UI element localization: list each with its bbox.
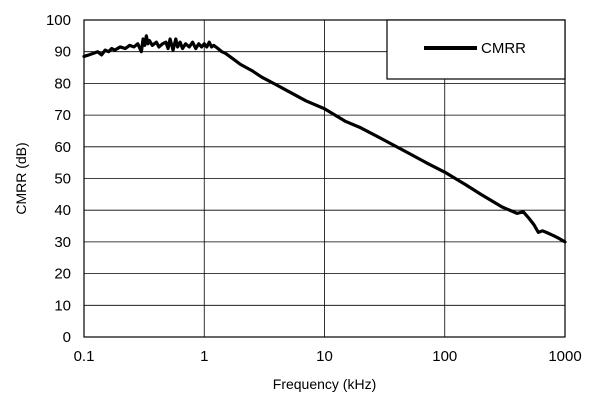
x-tick-label: 10 <box>316 348 333 365</box>
tick-labels: 0 10 20 30 40 50 60 70 80 90 100 0.1 1 10 100 1000 <box>46 12 582 365</box>
legend: CMRR <box>386 19 566 80</box>
x-tick-label: 100 <box>432 348 457 365</box>
plot-frame <box>83 19 566 338</box>
x-tick-label: 1 <box>200 348 208 365</box>
x-tick-label: 0.1 <box>74 348 95 365</box>
series-line-cmrr <box>82 34 567 244</box>
y-tick-label: 100 <box>46 12 71 29</box>
x-tick-label: 1000 <box>548 348 581 365</box>
y-tick-label: 90 <box>54 44 71 61</box>
y-tick-label: 60 <box>54 139 71 156</box>
y-tick-label: 80 <box>54 75 71 92</box>
y-tick-label: 50 <box>54 171 71 188</box>
y-tick-label: 10 <box>54 297 71 314</box>
y-tick-label: 20 <box>54 266 71 283</box>
y-axis-title: CMRR (dB) <box>13 142 29 214</box>
y-tick-label: 30 <box>54 234 71 251</box>
y-tick-label: 70 <box>54 107 71 124</box>
series-layer <box>82 34 567 244</box>
legend-label-cmrr: CMRR <box>481 40 526 57</box>
y-tick-label: 0 <box>63 329 71 346</box>
x-axis-title: Frequency (kHz) <box>273 376 376 392</box>
y-tick-label: 40 <box>54 202 71 219</box>
